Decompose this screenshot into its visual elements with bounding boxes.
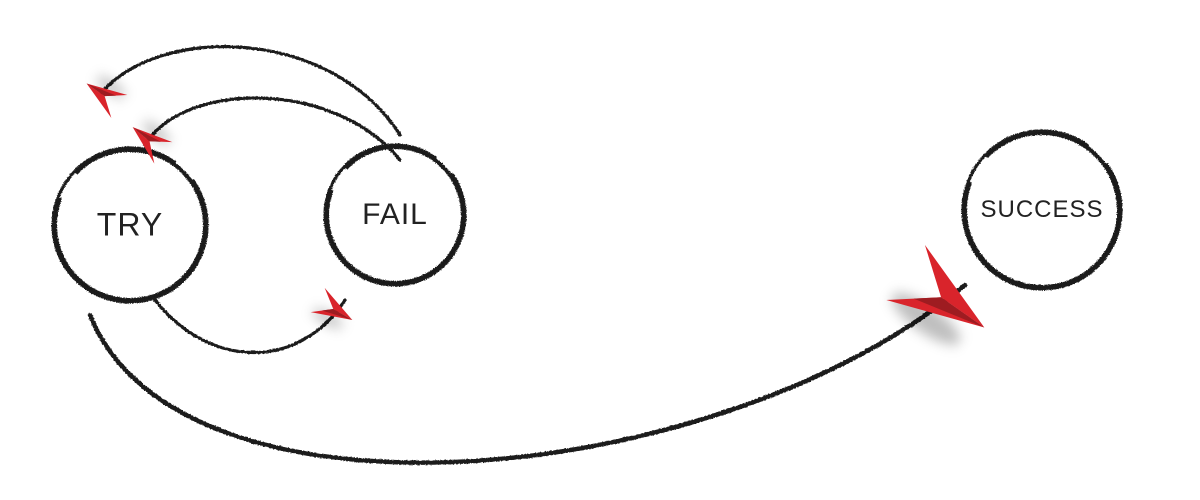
node-label-fail: FAIL <box>362 198 428 232</box>
node-label-success: SUCCESS <box>980 196 1103 224</box>
node-label-try: TRY <box>97 207 163 244</box>
diagram-stage: TRY FAIL SUCCESS <box>0 0 1200 500</box>
arc-try-to-fail <box>155 300 345 353</box>
arc-to-success <box>90 285 965 463</box>
paper-plane-icon <box>79 70 129 118</box>
diagram-canvas <box>0 0 1200 500</box>
paper-plane-icon <box>309 288 359 335</box>
arc-back-mid <box>145 98 400 160</box>
